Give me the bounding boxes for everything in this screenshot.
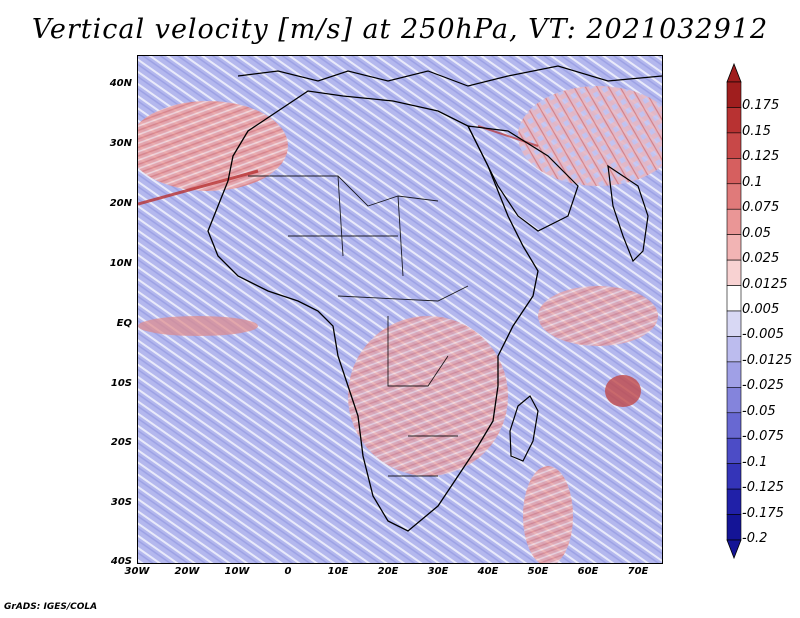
lat-label-40s: 40S (110, 556, 132, 567)
colorbar-swatch (726, 81, 742, 108)
colorbar-tick-label: 0.15 (742, 123, 771, 139)
colorbar-swatch (726, 310, 742, 337)
red-patch-south (523, 466, 573, 563)
colorbar-tick-label: -0.125 (742, 480, 784, 496)
red-patch-east-ocean (538, 286, 658, 346)
colorbar-tick-label: -0.1 (742, 454, 768, 470)
colorbar-tick-label: -0.0125 (742, 352, 793, 368)
colorbar-swatch (726, 463, 742, 490)
colorbar (726, 62, 742, 560)
lon-label-0: 0 (284, 566, 292, 577)
colorbar-swatch (726, 488, 742, 515)
lon-label-30w: 30W (124, 566, 150, 577)
lat-label-30n: 30N (109, 138, 132, 149)
lat-label-40n: 40N (109, 78, 132, 89)
colorbar-tick-label: -0.005 (742, 327, 784, 343)
colorbar-max-arrow (726, 62, 742, 83)
lat-label-20n: 20N (109, 198, 132, 209)
colorbar-tick-label: 0.175 (742, 98, 780, 114)
africa-coastline (207, 90, 539, 532)
chart-title: Vertical velocity [m/s] at 250hPa, VT: 2… (31, 14, 769, 45)
colorbar-swatch (726, 514, 742, 541)
colorbar-tick-label: 0.05 (742, 225, 771, 241)
grads-credit: GrADS: IGES/COLA (4, 602, 98, 612)
red-streak-atlantic (138, 169, 259, 206)
red-patch-tibet (518, 86, 662, 186)
colorbar-tick-label: 0.075 (742, 200, 780, 216)
colorbar-tick-label: 0.005 (742, 302, 780, 317)
country-borders (248, 175, 469, 477)
colorbar-swatch (726, 234, 742, 261)
lon-label-10e: 10E (327, 566, 349, 577)
map-panel (137, 55, 663, 564)
velocity-field (138, 56, 662, 563)
lon-label-40e: 40E (477, 566, 499, 577)
colorbar-swatch (726, 412, 742, 439)
lon-label-20w: 20W (174, 566, 200, 577)
red-patch-cyclone (605, 375, 641, 407)
colorbar-swatch (726, 259, 742, 286)
colorbar-tick-label: 0.125 (742, 149, 780, 165)
lat-label-10s: 10S (110, 378, 132, 389)
lon-label-20e: 20E (377, 566, 399, 577)
colorbar-tick-label: -0.075 (742, 429, 784, 445)
colorbar-swatch (726, 183, 742, 210)
lat-label-10n: 10N (109, 258, 132, 269)
colorbar-tick-label: -0.175 (742, 505, 784, 521)
lat-label-20s: 20S (110, 437, 132, 448)
colorbar-swatch (726, 336, 742, 363)
lon-label-50e: 50E (527, 566, 549, 577)
india-outline (607, 164, 649, 263)
colorbar-swatch (726, 158, 742, 185)
red-patch-itcz (138, 316, 258, 336)
colorbar-swatch (726, 285, 742, 312)
madagascar-outline (509, 395, 539, 462)
arabia-outline (466, 125, 579, 232)
lon-label-10w: 10W (224, 566, 250, 577)
lon-label-60e: 60E (577, 566, 599, 577)
colorbar-swatch (726, 107, 742, 134)
colorbar-tick-label: -0.05 (742, 403, 776, 419)
colorbar-swatch (726, 387, 742, 414)
lon-label-70e: 70E (627, 566, 649, 577)
lon-label-30e: 30E (427, 566, 449, 577)
colorbar-tick-label: 0.1 (742, 174, 763, 190)
colorbar-min-arrow (726, 539, 742, 560)
red-patch-nw (138, 101, 288, 191)
colorbar-swatch (726, 361, 742, 388)
red-patch-central (348, 316, 508, 476)
red-streak-middle-east (477, 125, 539, 147)
lat-label-30s: 30S (110, 497, 132, 508)
colorbar-swatch (726, 132, 742, 159)
lat-label-eq: EQ (116, 318, 132, 329)
europe-coastline (237, 65, 662, 87)
colorbar-tick-label: 0.0125 (742, 276, 788, 292)
colorbar-tick-label: 0.025 (742, 251, 780, 267)
colorbar-tick-label: -0.2 (742, 531, 768, 546)
colorbar-swatch (726, 208, 742, 235)
colorbar-swatch (726, 437, 742, 464)
colorbar-tick-label: -0.025 (742, 378, 784, 394)
